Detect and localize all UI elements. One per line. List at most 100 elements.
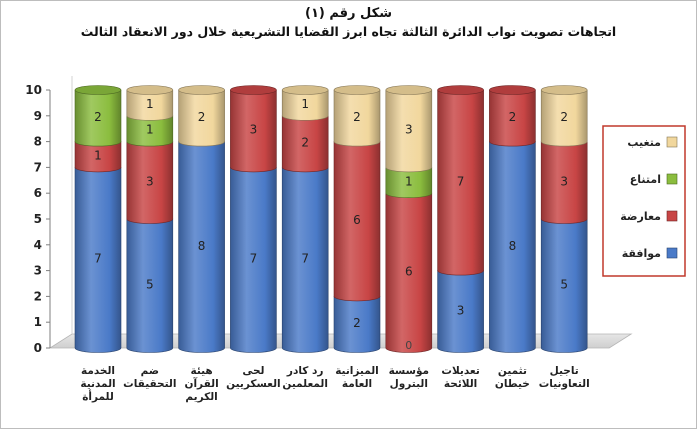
bar-top-cap xyxy=(437,85,484,95)
y-tick-label: 7 xyxy=(34,160,42,174)
data-label: 5 xyxy=(560,278,568,292)
bar-segment xyxy=(178,89,225,147)
bar-top-cap xyxy=(126,85,174,95)
x-tick-label: التحقيقات xyxy=(123,378,176,390)
y-tick-label: 3 xyxy=(34,264,42,278)
bar-segment xyxy=(489,89,536,147)
legend-swatch xyxy=(666,210,678,222)
chart-title: شكل رقم (١) xyxy=(304,6,393,21)
data-label: 2 xyxy=(301,136,309,150)
data-label: 1 xyxy=(146,97,154,111)
data-label: 1 xyxy=(405,174,413,188)
data-label: 2 xyxy=(94,110,102,124)
data-label: 0 xyxy=(405,339,412,352)
data-label: 7 xyxy=(457,174,465,188)
bar-top-cap xyxy=(540,85,588,95)
bar-segment xyxy=(126,115,174,147)
bar-segment xyxy=(437,89,484,276)
bar-segment xyxy=(126,141,174,224)
legend-swatch xyxy=(666,136,678,148)
bar-segment xyxy=(126,218,174,353)
legend-swatch xyxy=(666,247,678,259)
x-tick-label: القرآن xyxy=(184,377,218,390)
bar-top-cap xyxy=(178,85,225,95)
bar-top-cap xyxy=(489,85,536,95)
y-tick-label: 2 xyxy=(34,289,42,303)
y-tick-label: 10 xyxy=(25,83,42,97)
bar-segment xyxy=(281,89,329,121)
data-label: 8 xyxy=(509,239,517,253)
legend-swatch xyxy=(666,173,678,185)
data-label: 7 xyxy=(250,252,258,266)
data-label: 1 xyxy=(301,97,309,111)
data-label: 7 xyxy=(94,252,102,266)
x-tick-label: المدنية xyxy=(80,378,115,390)
y-tick-label: 4 xyxy=(34,238,42,252)
x-tick-label: اللائحة xyxy=(444,378,477,390)
x-tick-label: التعاونيات xyxy=(539,378,590,390)
legend-label: معارضة xyxy=(620,210,661,223)
bar-segment xyxy=(333,141,381,302)
legend-label: امتناع xyxy=(630,173,661,186)
bar-segment xyxy=(178,141,225,353)
data-label: 5 xyxy=(146,278,154,292)
legend-label: متغيب xyxy=(627,136,661,149)
bar-segment xyxy=(333,296,381,353)
x-tick-label: تاجيل xyxy=(550,365,579,377)
data-label: 7 xyxy=(301,252,309,266)
x-tick-label: رد كادر xyxy=(286,365,324,377)
data-label: 6 xyxy=(353,213,361,227)
bar-segment xyxy=(74,141,122,173)
bar-segment xyxy=(385,192,433,353)
data-label: 1 xyxy=(146,123,154,137)
x-tick-label: العامة xyxy=(342,378,372,390)
data-label: 2 xyxy=(353,316,361,330)
data-label: 6 xyxy=(405,265,413,279)
data-label: 2 xyxy=(198,110,206,124)
y-tick-label: 5 xyxy=(34,212,42,226)
data-label: 3 xyxy=(250,123,258,137)
x-tick-label: الكريم xyxy=(185,391,217,403)
legend-label: موافقة xyxy=(622,247,661,260)
x-tick-label: المعلمين xyxy=(282,378,328,390)
y-tick-label: 9 xyxy=(34,109,42,123)
x-tick-label: تثمين xyxy=(498,365,527,377)
bar-segment xyxy=(385,167,433,198)
x-tick-label: العسكريين xyxy=(226,378,280,390)
data-label: 2 xyxy=(353,110,361,124)
bar-segment xyxy=(281,167,329,353)
data-label: 3 xyxy=(560,174,568,188)
bar-top-cap xyxy=(230,85,277,95)
bar-segment xyxy=(385,89,433,173)
data-label: 8 xyxy=(198,239,206,253)
x-tick-label: البترول xyxy=(390,378,428,390)
x-tick-label: ضم xyxy=(141,365,159,377)
bar-segment xyxy=(230,167,277,353)
data-label: 2 xyxy=(509,110,517,124)
bar-segment xyxy=(74,89,122,147)
bar-top-cap xyxy=(74,85,122,95)
y-tick-label: 8 xyxy=(34,135,42,149)
x-tick-label: مؤسسة xyxy=(389,365,429,377)
bar-top-cap xyxy=(281,85,329,95)
bar-segment xyxy=(540,218,588,353)
bar-segment xyxy=(74,167,122,353)
x-tick-label: خيطان xyxy=(495,378,530,390)
bar-segment xyxy=(540,89,588,147)
data-label: 3 xyxy=(405,123,413,137)
data-label: 1 xyxy=(94,149,102,163)
bar-segment xyxy=(437,270,484,353)
x-tick-label: للمرأة xyxy=(82,389,114,403)
x-tick-label: هيئة xyxy=(190,365,212,377)
y-tick-label: 6 xyxy=(34,186,42,200)
bar-segment xyxy=(126,89,174,121)
bar-segment xyxy=(230,89,277,173)
x-tick-label: تعديلات xyxy=(441,365,479,377)
bar-segment xyxy=(489,141,536,353)
bar-segment xyxy=(540,141,588,224)
bar-top-cap xyxy=(333,85,381,95)
chart-subtitle: اتجاهات تصويت نواب الدائرة الثالثة تجاه … xyxy=(80,24,617,39)
bar-top-cap xyxy=(385,85,433,95)
x-tick-label: الخدمة xyxy=(81,365,115,377)
